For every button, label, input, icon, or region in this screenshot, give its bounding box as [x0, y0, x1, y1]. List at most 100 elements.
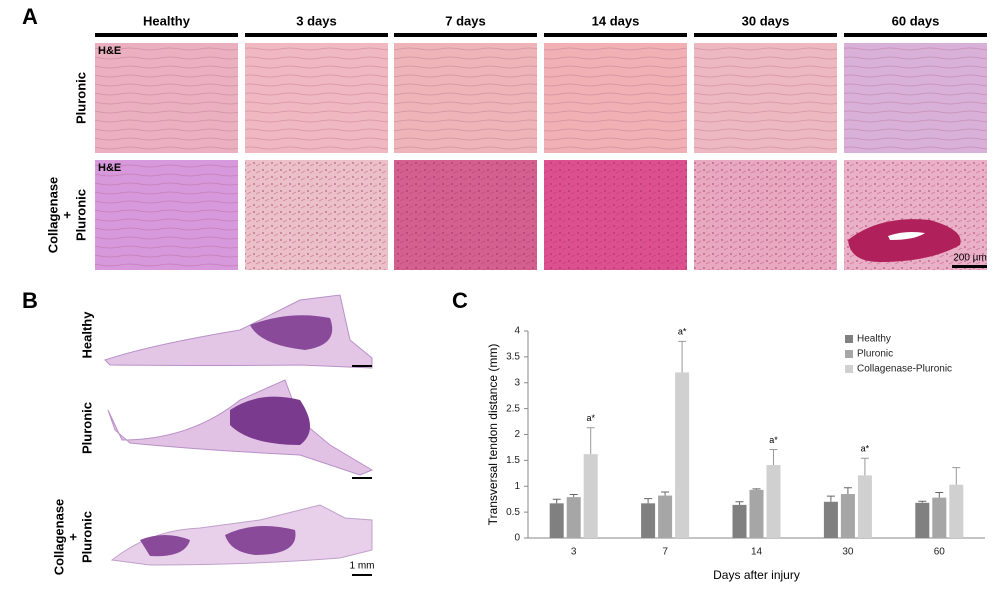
micrograph-texture [544, 43, 687, 153]
tissue-sections [104, 294, 374, 576]
error-bar [843, 487, 852, 495]
header-bar [844, 33, 987, 37]
row-label: + [59, 211, 74, 219]
error-bar [644, 498, 653, 504]
x-tick-label: 3 [571, 547, 577, 558]
column-header: Healthy [143, 13, 191, 28]
y-tick-label: 2 [514, 429, 520, 440]
row-label: Pluronic [73, 72, 88, 124]
row-label: Healthy [79, 311, 94, 359]
error-bar [826, 495, 835, 502]
bar [949, 484, 964, 538]
tissue [250, 315, 333, 350]
stain-label: H&E [98, 162, 121, 174]
bar [732, 504, 747, 538]
header-bar [245, 33, 388, 37]
y-axis-label: Transversal tendon distance (mm) [486, 344, 500, 526]
stain-label: H&E [98, 45, 121, 57]
row-label: Collagenase [45, 177, 60, 254]
annotation: a* [586, 413, 595, 423]
annotation: a* [769, 435, 778, 445]
row-label: Pluronic [79, 511, 94, 563]
error-bar [661, 491, 670, 496]
panel-letter: C [452, 288, 468, 313]
error-bar [735, 501, 744, 505]
y-tick-label: 4 [514, 326, 520, 337]
legend-swatch [845, 350, 853, 358]
scale-bar [952, 265, 987, 268]
x-tick-label: 7 [662, 547, 668, 558]
tissue [140, 526, 296, 557]
lesion [848, 219, 961, 262]
bar [823, 501, 838, 538]
legend-swatch [845, 365, 853, 373]
column-header: 7 days [445, 13, 485, 28]
micrograph-texture [694, 43, 837, 153]
legend-swatch [845, 335, 853, 343]
lesion [888, 232, 925, 240]
x-tick-label: 14 [751, 547, 763, 558]
header-bar [694, 33, 837, 37]
micrograph-texture [245, 43, 388, 153]
bar [549, 503, 564, 538]
error-bar [678, 340, 687, 373]
column-header: 14 days [592, 13, 640, 28]
annotation: a* [678, 327, 687, 337]
x-tick-label: 60 [934, 547, 946, 558]
column-header: 3 days [296, 13, 336, 28]
bar [857, 475, 872, 538]
error-bar [552, 498, 561, 504]
legend-label: Collagenase-Pluronic [857, 364, 952, 375]
header-bar [544, 33, 687, 37]
bar [749, 489, 764, 538]
header-bar [394, 33, 537, 37]
bar [658, 495, 673, 538]
panel-letter: A [22, 4, 38, 29]
row-label: Pluronic [79, 402, 94, 454]
y-tick-label: 1 [514, 481, 520, 492]
bar [566, 497, 581, 538]
error-bar [935, 491, 944, 498]
bar [915, 502, 930, 538]
tissue [230, 396, 310, 445]
x-axis-label: Days after injury [713, 568, 800, 582]
row-label: Pluronic [73, 189, 88, 241]
legend-label: Pluronic [857, 349, 893, 360]
bar [840, 494, 855, 538]
bar [583, 454, 598, 538]
column-header: 60 days [892, 13, 940, 28]
error-bar [769, 449, 778, 466]
error-bar [752, 488, 761, 490]
annotation: a* [861, 444, 870, 454]
y-tick-label: 1.5 [506, 455, 520, 466]
error-bar [860, 457, 869, 476]
error-bar [569, 494, 578, 498]
error-bar [586, 427, 595, 455]
bar [675, 372, 690, 538]
micrograph-texture [544, 160, 687, 270]
y-tick-label: 0.5 [506, 507, 520, 518]
micrograph-texture [245, 160, 388, 270]
micrograph-texture [694, 160, 837, 270]
bar [766, 465, 781, 538]
bar [641, 503, 656, 538]
micrograph-texture [844, 43, 987, 153]
error-bar [952, 467, 961, 485]
column-header: 30 days [742, 13, 790, 28]
header-bar [95, 33, 238, 37]
x-tick-label: 30 [842, 547, 854, 558]
bar [932, 497, 947, 538]
micrograph-texture [394, 160, 537, 270]
y-tick-label: 2.5 [506, 403, 520, 414]
y-tick-label: 0 [514, 533, 520, 544]
row-label: Collagenase [51, 499, 66, 576]
error-bar [918, 500, 927, 503]
scale-label: 1 mm [350, 561, 375, 572]
y-tick-label: 3.5 [506, 352, 520, 363]
row-label: + [65, 533, 80, 541]
micrograph-texture [95, 160, 238, 270]
scale-label: 200 µm [953, 253, 987, 264]
legend-label: Healthy [857, 334, 891, 345]
panel-letter: B [22, 288, 38, 313]
